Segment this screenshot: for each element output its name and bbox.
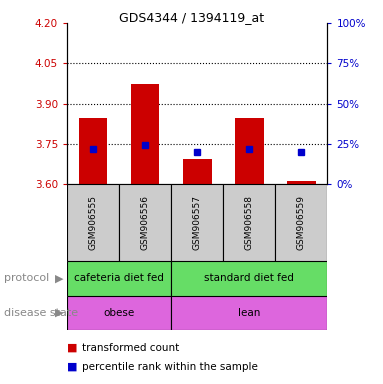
Bar [67, 296, 171, 330]
Text: GSM906558: GSM906558 [245, 195, 254, 250]
Text: GSM906559: GSM906559 [297, 195, 306, 250]
Text: GSM906556: GSM906556 [141, 195, 150, 250]
Text: percentile rank within the sample: percentile rank within the sample [82, 362, 258, 372]
Text: cafeteria diet fed: cafeteria diet fed [74, 273, 164, 283]
Text: GSM906557: GSM906557 [193, 195, 202, 250]
Text: lean: lean [238, 308, 260, 318]
Text: ▶: ▶ [55, 273, 64, 283]
Bar [171, 261, 327, 296]
Text: disease state: disease state [4, 308, 78, 318]
Text: standard diet fed: standard diet fed [205, 273, 294, 283]
Text: obese: obese [103, 308, 135, 318]
Bar [275, 184, 327, 261]
Text: GSM906555: GSM906555 [88, 195, 98, 250]
Bar [171, 296, 327, 330]
Bar [171, 184, 223, 261]
Text: GDS4344 / 1394119_at: GDS4344 / 1394119_at [119, 12, 264, 25]
Text: ■: ■ [67, 362, 77, 372]
Text: ■: ■ [67, 343, 77, 353]
Bar [183, 159, 211, 184]
Bar [223, 184, 275, 261]
Bar [287, 181, 316, 184]
Bar [131, 84, 159, 184]
Bar [67, 261, 171, 296]
Text: transformed count: transformed count [82, 343, 180, 353]
Text: protocol: protocol [4, 273, 49, 283]
Bar [119, 184, 171, 261]
Bar [67, 184, 119, 261]
Text: ▶: ▶ [55, 308, 64, 318]
Bar [79, 118, 107, 184]
Bar [235, 118, 264, 184]
